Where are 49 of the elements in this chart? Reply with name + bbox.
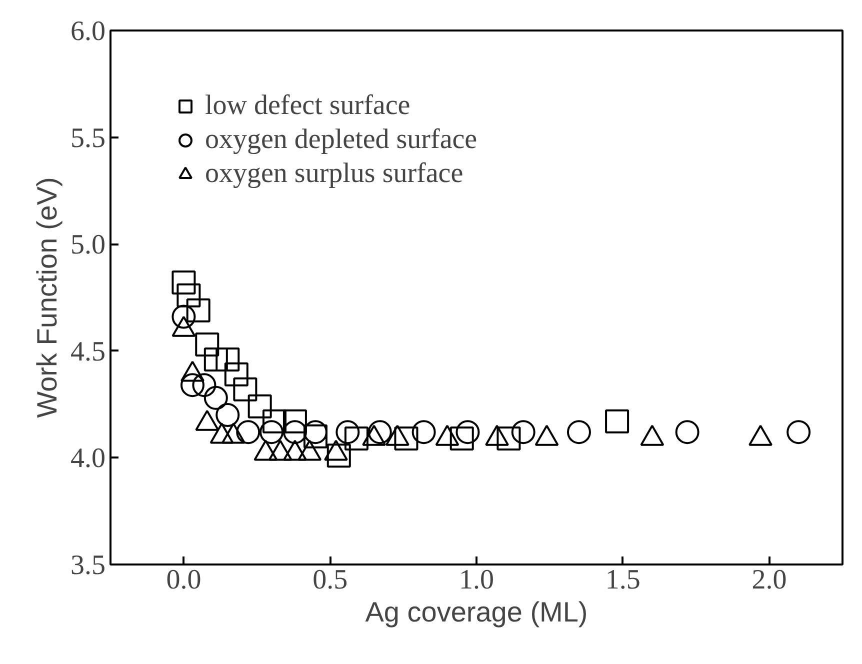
legend-label: oxygen depleted surface bbox=[205, 124, 478, 156]
y-tick-label: 6.0 bbox=[70, 16, 106, 47]
point bbox=[172, 304, 196, 329]
point bbox=[566, 420, 591, 444]
point bbox=[236, 420, 260, 444]
point bbox=[248, 394, 272, 418]
point bbox=[216, 347, 240, 372]
point bbox=[176, 283, 201, 308]
x-tick-label: 1.5 bbox=[605, 564, 640, 596]
point bbox=[172, 270, 196, 295]
x-tick-label: 0.0 bbox=[166, 564, 202, 596]
point bbox=[675, 420, 700, 444]
point bbox=[282, 409, 307, 434]
point bbox=[204, 386, 228, 410]
x-tick-label: 1.0 bbox=[459, 564, 494, 596]
point bbox=[412, 420, 436, 444]
x-axis-title: Ag coverage (ML) bbox=[365, 596, 588, 628]
point bbox=[344, 426, 368, 450]
point bbox=[786, 420, 811, 444]
point bbox=[216, 403, 240, 427]
point bbox=[224, 362, 248, 386]
point bbox=[186, 298, 210, 322]
point bbox=[450, 426, 474, 450]
x-tick-label: 0.5 bbox=[312, 564, 348, 596]
point bbox=[180, 373, 204, 398]
y-tick-label: 4.5 bbox=[70, 336, 106, 368]
point bbox=[233, 377, 258, 402]
point bbox=[496, 426, 521, 450]
point bbox=[262, 409, 286, 434]
point bbox=[260, 420, 284, 444]
point bbox=[303, 424, 328, 448]
point bbox=[368, 420, 392, 444]
point bbox=[511, 420, 536, 444]
x-tick-label: 2.0 bbox=[752, 564, 787, 596]
point bbox=[195, 332, 220, 356]
legend-label: low defect surface bbox=[205, 90, 410, 122]
point bbox=[204, 347, 228, 372]
legend-label: oxygen surplus surface bbox=[205, 158, 464, 190]
y-tick-label: 4.0 bbox=[70, 443, 106, 474]
point bbox=[456, 420, 480, 444]
point bbox=[326, 444, 351, 468]
y-tick-label: 5.5 bbox=[70, 122, 106, 154]
y-tick-label: 3.5 bbox=[70, 550, 106, 581]
point bbox=[336, 420, 360, 444]
point bbox=[605, 409, 630, 434]
y-axis-title: Work Function (eV) bbox=[32, 177, 62, 418]
point bbox=[192, 373, 216, 398]
y-tick-label: 5.0 bbox=[70, 230, 106, 261]
point bbox=[394, 426, 418, 450]
